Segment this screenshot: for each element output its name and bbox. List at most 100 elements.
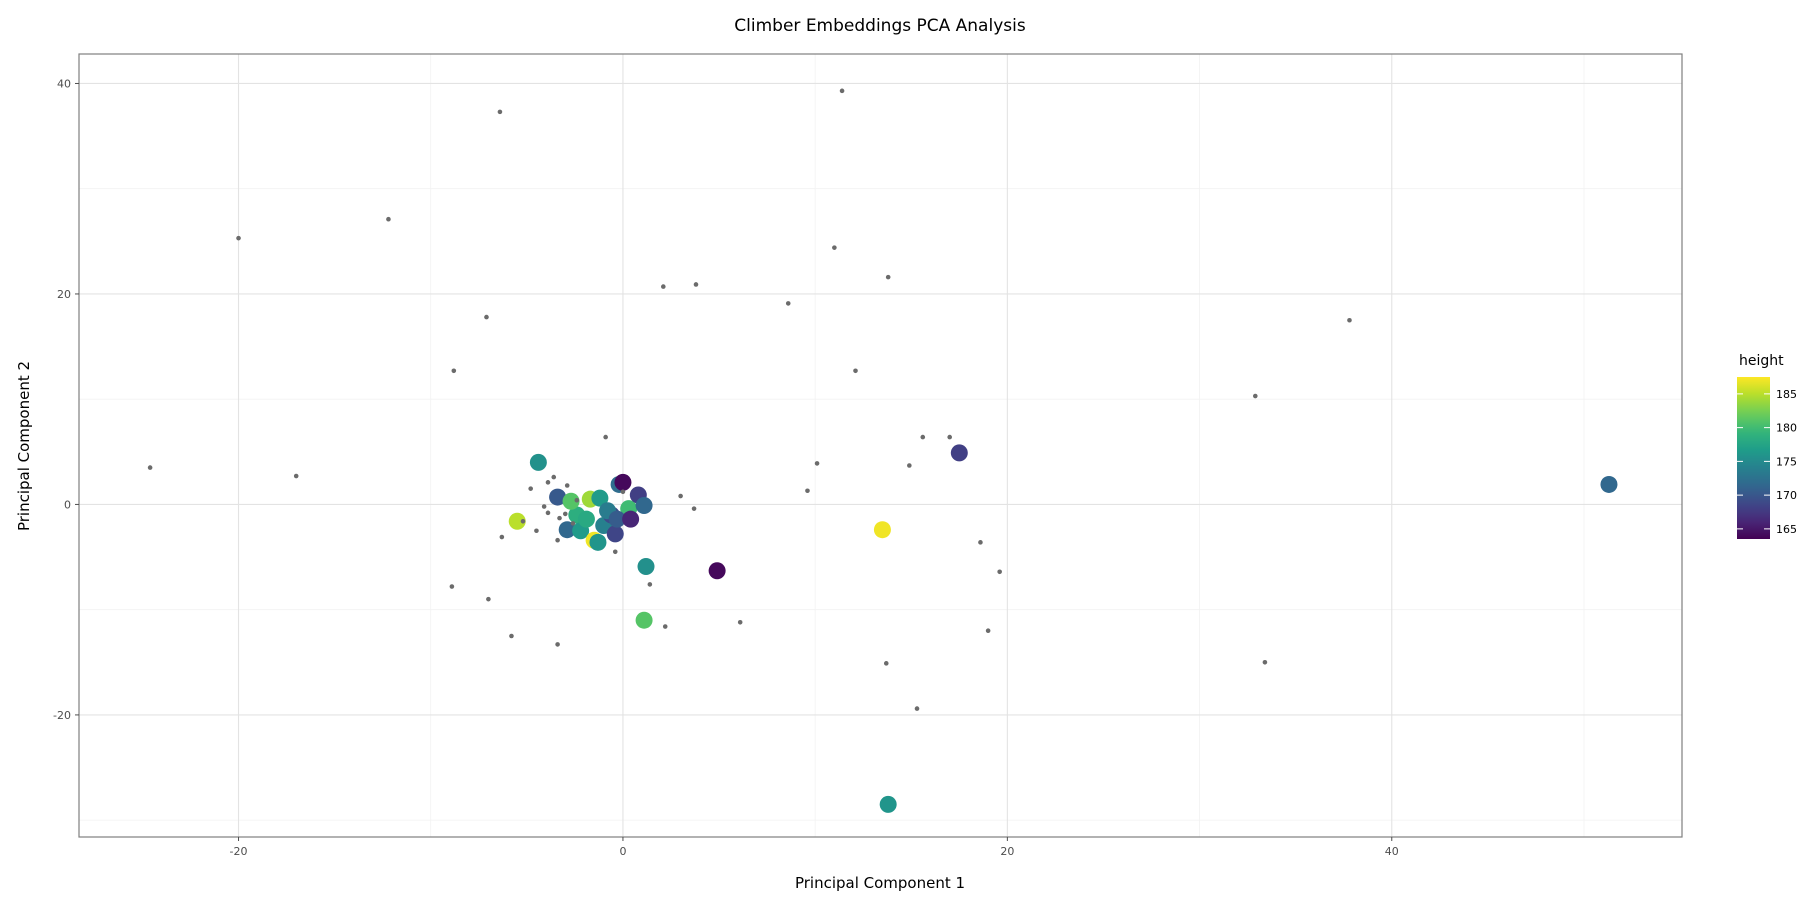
embedding-point xyxy=(545,480,551,485)
embedding-point xyxy=(691,506,697,511)
embedding-point xyxy=(978,540,983,545)
embedding-point xyxy=(484,314,489,320)
embedding-point xyxy=(914,706,920,711)
grid-major xyxy=(79,54,1682,837)
x-tick-label: -20 xyxy=(230,845,248,858)
embedding-point xyxy=(449,584,455,589)
embedding-point xyxy=(236,235,241,241)
embedding-point xyxy=(555,642,560,647)
embedding-point xyxy=(497,109,503,115)
embedding-point xyxy=(551,474,557,480)
y-tick-label: 40 xyxy=(57,77,71,90)
embedding-point xyxy=(603,434,608,440)
plot-panel xyxy=(79,54,1682,837)
embedding-point xyxy=(693,282,699,287)
plot-border xyxy=(78,53,1683,838)
climber-point xyxy=(589,533,607,551)
embedding-point xyxy=(386,216,391,222)
climber-point xyxy=(529,453,547,471)
climber-point xyxy=(508,512,526,530)
embedding-point xyxy=(805,488,810,494)
chart-title: Climber Embeddings PCA Analysis xyxy=(734,16,1026,36)
embedding-point xyxy=(545,510,551,516)
legend-title: height xyxy=(1739,353,1784,369)
x-axis-title: Principal Component 1 xyxy=(795,874,965,892)
embedding-point xyxy=(661,284,666,289)
embedding-point xyxy=(564,483,570,488)
y-axis-ticks: -20 0 20 40 xyxy=(53,77,79,722)
embedding-point xyxy=(509,633,514,639)
x-tick-label: 0 xyxy=(619,845,626,858)
embedding-point xyxy=(534,528,539,534)
legend-tick-label: 180 xyxy=(1776,422,1797,435)
climber-point xyxy=(637,558,655,576)
climber-point xyxy=(635,611,653,629)
embedding-point xyxy=(147,465,153,470)
embedding-point xyxy=(737,620,743,625)
embedding-point xyxy=(520,518,526,524)
embedding-point xyxy=(574,497,580,503)
climber-point xyxy=(577,510,595,528)
climber-point xyxy=(1600,475,1618,493)
embedding-point xyxy=(620,489,626,495)
embedding-point xyxy=(1262,659,1268,665)
climber-point xyxy=(950,444,968,462)
x-tick-label: 20 xyxy=(1000,845,1014,858)
climber-point xyxy=(606,525,624,543)
climber-point xyxy=(614,473,632,491)
y-axis-title: Principal Component 2 xyxy=(15,361,33,531)
embedding-point xyxy=(883,661,889,666)
background-points xyxy=(147,88,1352,711)
embedding-point xyxy=(570,521,576,526)
embedding-point xyxy=(451,368,457,374)
climber-point xyxy=(879,795,897,813)
embedding-point xyxy=(486,596,491,602)
legend-tick-label: 170 xyxy=(1776,489,1797,502)
embedding-point xyxy=(853,368,858,374)
climber-point xyxy=(549,488,567,506)
embedding-point xyxy=(885,274,891,280)
legend-tick-label: 185 xyxy=(1776,388,1797,401)
y-tick-label: -20 xyxy=(53,709,71,722)
embedding-point xyxy=(541,504,547,509)
embedding-point xyxy=(562,511,568,517)
climber-point xyxy=(873,521,891,539)
y-tick-label: 0 xyxy=(64,498,71,511)
embedding-point xyxy=(839,88,845,94)
embedding-point xyxy=(293,473,299,479)
embedding-point xyxy=(499,534,505,540)
climber-point xyxy=(562,492,580,510)
x-axis-ticks: -20 0 20 40 xyxy=(230,837,1399,858)
legend-tick-label: 165 xyxy=(1776,523,1797,536)
embedding-point xyxy=(557,515,562,521)
climber-point xyxy=(708,562,726,580)
embedding-point xyxy=(662,624,668,629)
embedding-point xyxy=(1347,317,1352,323)
climber-point xyxy=(591,489,609,507)
climber-point xyxy=(558,521,576,539)
embedding-point xyxy=(785,301,791,306)
embedding-point xyxy=(997,569,1002,575)
y-tick-label: 20 xyxy=(57,288,71,301)
embedding-point xyxy=(678,493,683,499)
embedding-point xyxy=(832,245,837,250)
grid-minor xyxy=(79,54,1682,837)
embedding-point xyxy=(1253,393,1258,399)
embedding-point xyxy=(920,434,926,440)
climber-point xyxy=(635,496,653,514)
embedding-point xyxy=(647,582,653,587)
embedding-point xyxy=(985,628,991,634)
legend-colorbar xyxy=(1737,377,1770,539)
legend-tick-label: 175 xyxy=(1776,455,1797,468)
x-tick-label: 40 xyxy=(1385,845,1399,858)
embedding-point xyxy=(612,549,618,555)
embedding-point xyxy=(947,434,952,440)
embedding-point xyxy=(814,461,820,466)
climber-point xyxy=(608,510,626,528)
embedding-point xyxy=(555,537,560,543)
colored-points xyxy=(508,444,1618,813)
embedding-point xyxy=(528,486,533,491)
legend-ticks: 165 170 175 180 185 xyxy=(1737,388,1797,536)
climber-point xyxy=(622,510,640,528)
